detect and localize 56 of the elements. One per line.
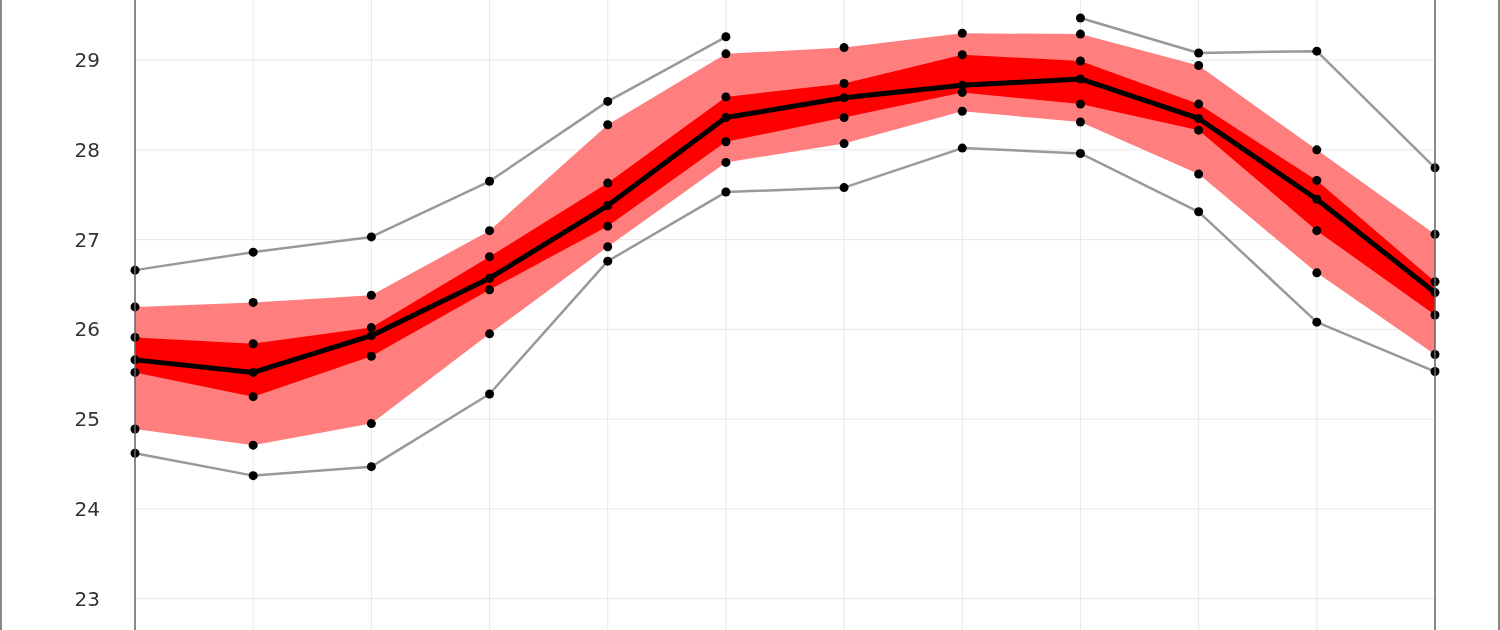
y-tick-label: 27 <box>74 227 100 252</box>
y-tick-label: 25 <box>74 407 100 432</box>
point <box>1194 125 1204 135</box>
point <box>1075 29 1085 39</box>
point <box>366 351 376 361</box>
point <box>248 392 258 402</box>
point <box>366 419 376 429</box>
point <box>248 367 258 377</box>
point <box>248 297 258 307</box>
point <box>603 201 613 211</box>
point <box>248 339 258 349</box>
point <box>485 329 495 339</box>
point <box>839 139 849 149</box>
point <box>839 93 849 103</box>
point <box>1194 61 1204 71</box>
y-tick-label: 28 <box>74 137 100 162</box>
point <box>1312 194 1322 204</box>
point <box>839 43 849 53</box>
point <box>1312 268 1322 278</box>
point <box>366 331 376 341</box>
point <box>366 290 376 300</box>
point <box>1312 175 1322 185</box>
point <box>1194 113 1204 123</box>
point <box>721 92 731 102</box>
point <box>366 323 376 333</box>
point <box>603 221 613 231</box>
point <box>248 440 258 450</box>
point <box>485 226 495 236</box>
point <box>603 120 613 130</box>
point <box>839 113 849 123</box>
point <box>721 157 731 167</box>
y-tick-label: 23 <box>74 586 100 611</box>
y-tick-label: 29 <box>74 48 100 73</box>
point <box>721 49 731 59</box>
point <box>957 106 967 116</box>
point <box>957 28 967 38</box>
point <box>721 113 731 123</box>
y-tick-label: 24 <box>74 496 100 521</box>
point <box>839 78 849 88</box>
point <box>603 178 613 188</box>
point <box>1075 74 1085 84</box>
point <box>485 285 495 295</box>
point <box>1075 117 1085 127</box>
point <box>721 137 731 147</box>
point <box>485 252 495 262</box>
point <box>1194 169 1204 179</box>
point <box>1075 99 1085 109</box>
point <box>957 80 967 90</box>
point <box>957 50 967 60</box>
point <box>485 273 495 283</box>
point <box>1312 226 1322 236</box>
y-tick-label: 26 <box>74 317 100 342</box>
point <box>1312 145 1322 155</box>
point <box>603 242 613 252</box>
point <box>1075 56 1085 66</box>
point <box>1194 99 1204 109</box>
